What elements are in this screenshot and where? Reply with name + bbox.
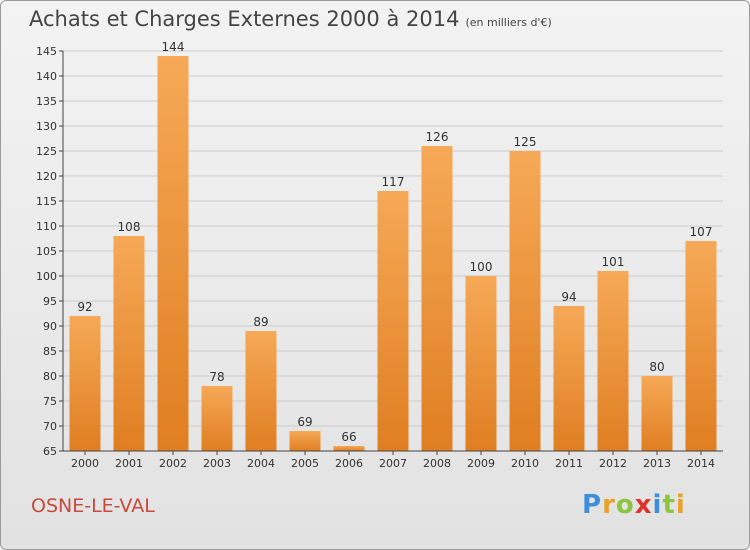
x-tick-label: 2014: [687, 457, 715, 470]
data-label: 100: [470, 260, 493, 274]
x-tick-label: 2013: [643, 457, 671, 470]
bar: [465, 276, 497, 451]
x-tick-label: 2004: [247, 457, 275, 470]
bar: [201, 386, 233, 451]
x-tick-label: 2001: [115, 457, 143, 470]
data-label: 125: [514, 135, 537, 149]
data-label: 101: [602, 255, 625, 269]
data-label: 78: [209, 370, 224, 384]
x-tick-label: 2007: [379, 457, 407, 470]
data-label: 108: [118, 220, 141, 234]
logo-letter: i: [652, 490, 663, 520]
logo-letter: o: [615, 490, 635, 520]
y-tick-label: 85: [43, 345, 57, 358]
y-tick-label: 105: [36, 245, 57, 258]
x-tick-label: 2003: [203, 457, 231, 470]
x-tick-label: 2010: [511, 457, 539, 470]
y-tick-label: 120: [36, 170, 57, 183]
x-tick-label: 2008: [423, 457, 451, 470]
x-tick-label: 2005: [291, 457, 319, 470]
bar: [553, 306, 585, 451]
bar: [69, 316, 101, 451]
data-label: 80: [649, 360, 664, 374]
x-tick-label: 2009: [467, 457, 495, 470]
logo-letter: P: [582, 490, 603, 520]
data-label: 107: [690, 225, 713, 239]
y-tick-label: 65: [43, 445, 57, 458]
data-label: 92: [77, 300, 92, 314]
data-label: 94: [561, 290, 576, 304]
proxiti-logo: Proxiti: [582, 490, 686, 520]
y-tick-label: 110: [36, 220, 57, 233]
commune-name: OSNE-LE-VAL: [31, 495, 155, 517]
y-tick-label: 135: [36, 95, 57, 108]
y-tick-label: 140: [36, 70, 57, 83]
x-tick-label: 2000: [71, 457, 99, 470]
y-tick-label: 145: [36, 45, 57, 58]
data-label: 66: [341, 430, 356, 444]
y-tick-label: 130: [36, 120, 57, 133]
bar: [377, 191, 409, 451]
y-tick-label: 70: [43, 420, 57, 433]
x-tick-label: 2006: [335, 457, 363, 470]
y-tick-label: 90: [43, 320, 57, 333]
y-tick-label: 115: [36, 195, 57, 208]
data-label: 89: [253, 315, 268, 329]
logo-letter: x: [634, 490, 653, 520]
bar: [597, 271, 629, 451]
data-label: 69: [297, 415, 312, 429]
bar: [245, 331, 277, 451]
y-tick-label: 80: [43, 370, 57, 383]
title-text: Achats et Charges Externes 2000 à 2014: [29, 7, 460, 31]
chart-subtitle: (en milliers d'€): [465, 16, 552, 29]
data-label: 117: [382, 175, 405, 189]
bar: [113, 236, 145, 451]
x-tick-label: 2012: [599, 457, 627, 470]
bar: [157, 56, 189, 451]
bar: [685, 241, 717, 451]
logo-letter: r: [602, 490, 616, 520]
y-tick-label: 75: [43, 395, 57, 408]
logo-letter: i: [675, 490, 686, 520]
chart-title: Achats et Charges Externes 2000 à 2014 (e…: [29, 7, 552, 31]
logo-letter: t: [662, 490, 676, 520]
y-tick-label: 100: [36, 270, 57, 283]
bar: [333, 446, 365, 451]
bar: [421, 146, 453, 451]
data-label: 144: [162, 40, 185, 54]
y-tick-label: 125: [36, 145, 57, 158]
bar: [289, 431, 321, 451]
bar: [509, 151, 541, 451]
x-tick-label: 2011: [555, 457, 583, 470]
bar: [641, 376, 673, 451]
y-tick-label: 95: [43, 295, 57, 308]
x-tick-label: 2002: [159, 457, 187, 470]
data-label: 126: [426, 130, 449, 144]
